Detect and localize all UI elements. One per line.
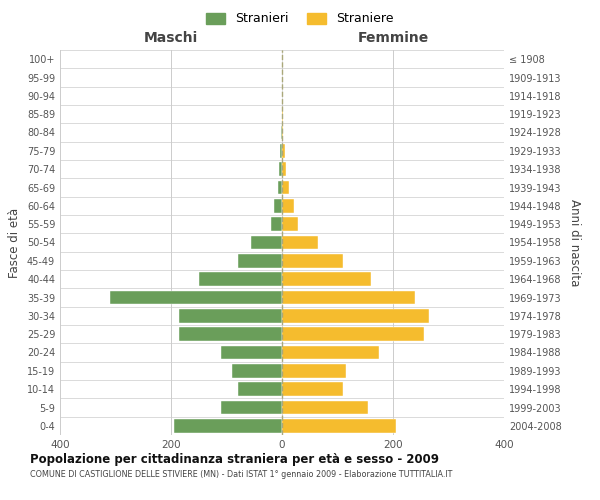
Y-axis label: Anni di nascita: Anni di nascita [568,199,581,286]
Bar [179,328,282,341]
Bar [221,346,282,360]
Bar [251,236,282,250]
Bar [282,162,286,176]
Bar [280,144,282,158]
Bar [278,162,282,176]
Y-axis label: Fasce di età: Fasce di età [8,208,21,278]
Bar [282,290,415,304]
Bar [282,180,289,194]
Text: Femmine: Femmine [358,30,428,44]
Bar [282,199,294,212]
Bar [232,364,282,378]
Text: Maschi: Maschi [144,30,198,44]
Bar [282,218,298,231]
Bar [179,309,282,322]
Bar [282,400,368,414]
Bar [282,364,346,378]
Bar [238,254,282,268]
Bar [238,382,282,396]
Bar [174,419,282,432]
Bar [274,199,282,212]
Legend: Stranieri, Straniere: Stranieri, Straniere [203,8,397,29]
Bar [282,346,379,360]
Bar [282,144,285,158]
Bar [199,272,282,286]
Text: COMUNE DI CASTIGLIONE DELLE STIVIERE (MN) - Dati ISTAT 1° gennaio 2009 - Elabora: COMUNE DI CASTIGLIONE DELLE STIVIERE (MN… [30,470,452,479]
Bar [282,236,318,250]
Bar [282,309,429,322]
Bar [271,218,282,231]
Bar [282,382,343,396]
Bar [278,180,282,194]
Bar [282,328,424,341]
Bar [110,290,282,304]
Bar [282,126,283,140]
Bar [282,419,396,432]
Bar [221,400,282,414]
Bar [282,272,371,286]
Text: Popolazione per cittadinanza straniera per età e sesso - 2009: Popolazione per cittadinanza straniera p… [30,452,439,466]
Bar [282,254,343,268]
